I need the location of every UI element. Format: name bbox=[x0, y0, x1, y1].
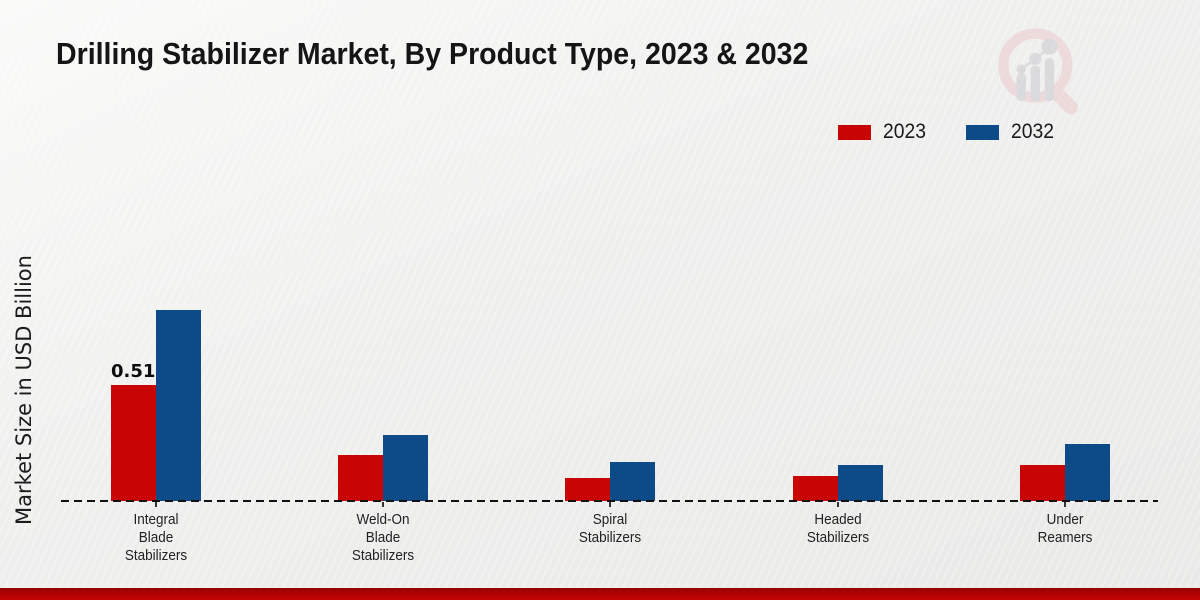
footer-accent-bar bbox=[0, 588, 1200, 600]
category-label-3: Headed Stabilizers bbox=[806, 511, 869, 546]
bar-2032-category-2 bbox=[610, 462, 656, 501]
bar-2032-category-3 bbox=[837, 465, 883, 501]
legend-swatch-2032 bbox=[965, 124, 999, 140]
bar-2032-category-1 bbox=[383, 435, 429, 501]
bar-2023-category-4 bbox=[1020, 465, 1066, 501]
x-axis-tick-2 bbox=[609, 502, 612, 507]
bar-value-label-2023-category-0: 0.51 bbox=[110, 361, 156, 382]
category-label-2: Spiral Stabilizers bbox=[579, 511, 642, 546]
bar-2023-category-0 bbox=[110, 385, 156, 501]
chart-title: Drilling Stabilizer Market, By Product T… bbox=[56, 36, 809, 71]
x-axis-tick-4 bbox=[1064, 502, 1067, 507]
x-axis-tick-3 bbox=[836, 502, 839, 507]
bar-2023-category-3 bbox=[792, 476, 838, 501]
magnifier-growth-chart-logo-icon bbox=[998, 28, 1079, 115]
legend-item-2023: 2023 bbox=[838, 120, 930, 144]
category-label-0: Integral Blade Stabilizers bbox=[124, 511, 187, 564]
category-label-4: Under Reamers bbox=[1037, 511, 1093, 546]
legend-label-2023: 2023 bbox=[883, 120, 926, 143]
bar-2032-category-4 bbox=[1065, 444, 1111, 501]
bar-2032-category-0 bbox=[155, 310, 201, 501]
legend-item-2032: 2032 bbox=[965, 120, 1058, 144]
x-axis-tick-1 bbox=[382, 502, 385, 507]
x-axis-tick-0 bbox=[154, 502, 157, 507]
legend-label-2032: 2032 bbox=[1010, 120, 1054, 143]
chart-legend: 2023 2032 bbox=[838, 120, 1057, 144]
category-label-1: Weld-On Blade Stabilizers bbox=[351, 511, 415, 564]
x-axis-dashed-baseline bbox=[61, 500, 1158, 502]
legend-swatch-2023 bbox=[838, 124, 871, 140]
bar-2023-category-2 bbox=[565, 478, 611, 501]
bar-2023-category-1 bbox=[338, 455, 384, 501]
